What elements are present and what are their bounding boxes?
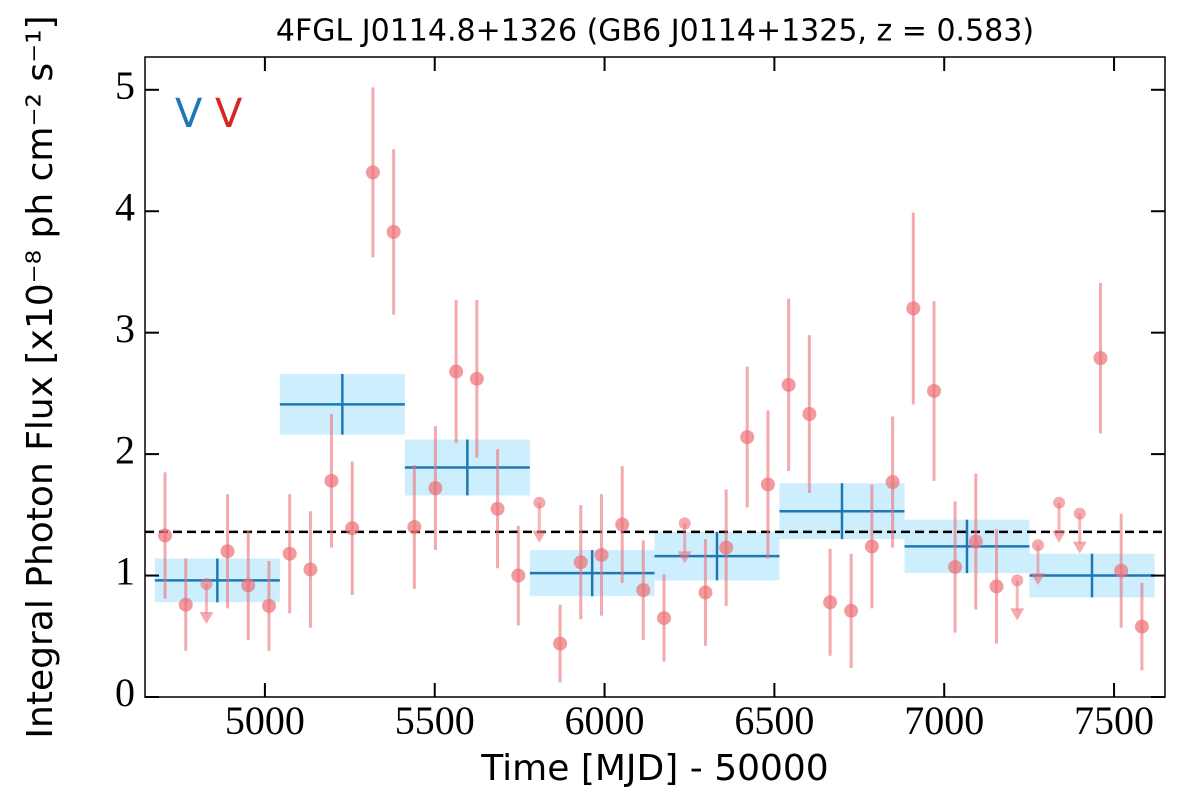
flux-point — [345, 521, 360, 536]
y-tick-label: 0 — [115, 670, 135, 715]
flux-point — [241, 578, 256, 593]
x-tick-label: 7500 — [1074, 698, 1154, 743]
flux-point — [802, 407, 817, 422]
flux-point — [407, 519, 422, 534]
flux-point — [927, 383, 942, 398]
flux-point — [698, 585, 713, 600]
y-tick-label: 2 — [115, 427, 135, 472]
upper-limit-point — [200, 578, 213, 591]
annotation: V — [175, 91, 203, 137]
flux-point — [740, 430, 755, 445]
flux-point — [282, 546, 297, 561]
flux-point — [158, 528, 173, 543]
x-tick-label: 6000 — [565, 698, 645, 743]
flux-point — [844, 603, 859, 618]
y-tick-label: 4 — [115, 184, 135, 229]
upper-limit-point — [1011, 574, 1024, 587]
upper-limit-point — [533, 496, 546, 509]
flux-point — [657, 611, 672, 626]
flux-point — [906, 301, 921, 316]
flux-point — [615, 517, 630, 532]
x-tick-label: 7000 — [904, 698, 984, 743]
flux-point — [864, 539, 879, 554]
y-tick-label: 3 — [115, 306, 135, 351]
flux-point — [948, 560, 963, 575]
upper-limit-arrow — [1052, 530, 1067, 543]
x-axis-label: Time [MJD] - 50000 — [480, 748, 828, 789]
upper-limit-arrow — [1010, 608, 1025, 621]
flux-point — [490, 501, 505, 516]
flux-point — [823, 595, 838, 610]
plot-frame — [144, 56, 1166, 698]
x-tick-label: 5500 — [395, 698, 475, 743]
flux-point — [261, 598, 276, 613]
flux-point — [303, 562, 318, 577]
flux-point — [1093, 351, 1108, 366]
chart-title: 4FGL J0114.8+1326 (GB6 J0114+1325, z = 0… — [276, 14, 1034, 49]
x-tick-label: 6500 — [734, 698, 814, 743]
upper-limit-point — [1073, 507, 1086, 520]
flux-point — [365, 165, 380, 180]
upper-limit-arrow — [677, 551, 692, 564]
flux-point — [1114, 563, 1129, 578]
flux-point — [553, 636, 568, 651]
flux-point — [636, 583, 651, 598]
y-tick-label: 1 — [115, 549, 135, 594]
flux-point — [781, 377, 796, 392]
flux-point — [469, 371, 484, 386]
flux-point — [324, 473, 339, 488]
upper-limit-arrow — [199, 612, 214, 625]
upper-limit-arrow — [1072, 541, 1087, 554]
flux-point — [178, 597, 193, 612]
upper-limit-point — [678, 517, 691, 530]
upper-limit-point — [1031, 539, 1044, 552]
flux-point — [968, 534, 983, 549]
upper-limit-arrow — [532, 530, 547, 543]
flux-point — [1134, 619, 1149, 634]
upper-limit-point — [1053, 496, 1066, 509]
annotation: V — [215, 91, 243, 137]
flux-point — [428, 481, 443, 496]
flux-point — [594, 547, 609, 562]
flux-point — [511, 568, 526, 583]
flux-point — [449, 364, 464, 379]
upper-limit-arrow — [1030, 573, 1045, 586]
flux-point — [573, 555, 588, 570]
flux-point — [885, 475, 900, 490]
flux-point — [760, 477, 775, 492]
y-tick-label: 5 — [115, 63, 135, 108]
flux-point — [719, 540, 734, 555]
flux-point — [989, 579, 1004, 594]
flux-point — [386, 224, 401, 239]
x-tick-label: 5000 — [225, 698, 305, 743]
flux-point — [220, 544, 235, 559]
y-axis-label: Integral Photon Flux [x10⁻⁸ ph cm⁻² s⁻¹] — [20, 15, 61, 738]
